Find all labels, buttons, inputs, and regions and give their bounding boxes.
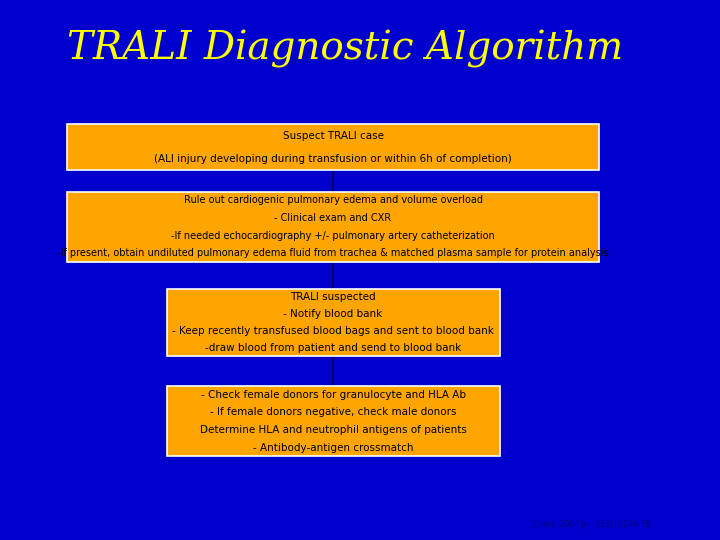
Text: - Clinical exam and CXR: - Clinical exam and CXR — [274, 213, 392, 223]
Text: - If female donors negative, check male donors: - If female donors negative, check male … — [210, 407, 456, 417]
Text: -draw blood from patient and send to blood bank: -draw blood from patient and send to blo… — [205, 343, 462, 353]
Text: Chest. 2004 Jul; 126(1):249-58.: Chest. 2004 Jul; 126(1):249-58. — [534, 520, 653, 529]
FancyBboxPatch shape — [166, 386, 500, 456]
FancyBboxPatch shape — [67, 192, 600, 262]
Text: TRALI suspected: TRALI suspected — [290, 292, 376, 302]
Text: - Keep recently transfused blood bags and sent to blood bank: - Keep recently transfused blood bags an… — [172, 326, 494, 336]
Text: TRALI Diagnostic Algorithm: TRALI Diagnostic Algorithm — [67, 30, 623, 68]
Text: Determine HLA and neutrophil antigens of patients: Determine HLA and neutrophil antigens of… — [199, 425, 467, 435]
FancyBboxPatch shape — [166, 289, 500, 356]
Text: Suspect TRALI case: Suspect TRALI case — [282, 131, 384, 141]
Text: Rule out cardiogenic pulmonary edema and volume overload: Rule out cardiogenic pulmonary edema and… — [184, 195, 482, 206]
Text: - Antibody-antigen crossmatch: - Antibody-antigen crossmatch — [253, 442, 413, 453]
Text: (ALI injury developing during transfusion or within 6h of completion): (ALI injury developing during transfusio… — [154, 153, 512, 164]
Text: - Notify blood bank: - Notify blood bank — [284, 309, 382, 319]
Text: - Check female donors for granulocyte and HLA Ab: - Check female donors for granulocyte an… — [201, 390, 466, 400]
Text: -If needed echocardiography +/- pulmonary artery catheterization: -If needed echocardiography +/- pulmonar… — [171, 231, 495, 241]
FancyBboxPatch shape — [67, 124, 600, 170]
Text: -If present, obtain undiluted pulmonary edema fluid from trachea & matched plasm: -If present, obtain undiluted pulmonary … — [57, 248, 609, 258]
